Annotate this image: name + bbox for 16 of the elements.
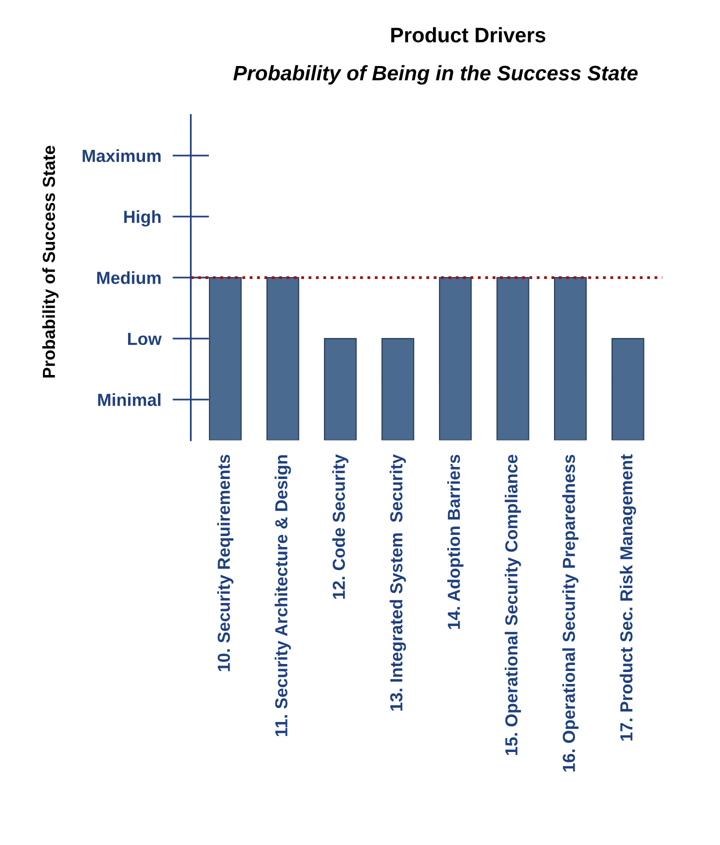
x-tick-label: 13. Integrated System Security: [390, 454, 406, 711]
text: High: [124, 210, 161, 227]
chart-subtitle: Probability of Being in the Success State: [233, 65, 638, 85]
x-tick-label: 16. Operational Security Preparedness: [562, 454, 578, 772]
text: Maximum: [82, 149, 161, 162]
text: Minimal: [98, 393, 160, 406]
x-tick-label: 11. Security Architecture & Design: [274, 455, 291, 736]
x-tick-label: 15. Operational Security Compliance: [504, 454, 521, 756]
x-tick-label: 17. Product Sec. Risk Management: [620, 454, 636, 741]
x-tick-label: 10. Security Requirements: [217, 454, 234, 672]
text: Medium: [97, 271, 161, 284]
x-tick-label: 14. Adoption Barriers: [447, 454, 464, 629]
text: Probability of Success State: [42, 146, 58, 378]
chart-title: Product Drivers: [391, 27, 546, 42]
text: Low: [128, 332, 162, 346]
x-tick-label: 12. Code Security: [332, 454, 348, 599]
